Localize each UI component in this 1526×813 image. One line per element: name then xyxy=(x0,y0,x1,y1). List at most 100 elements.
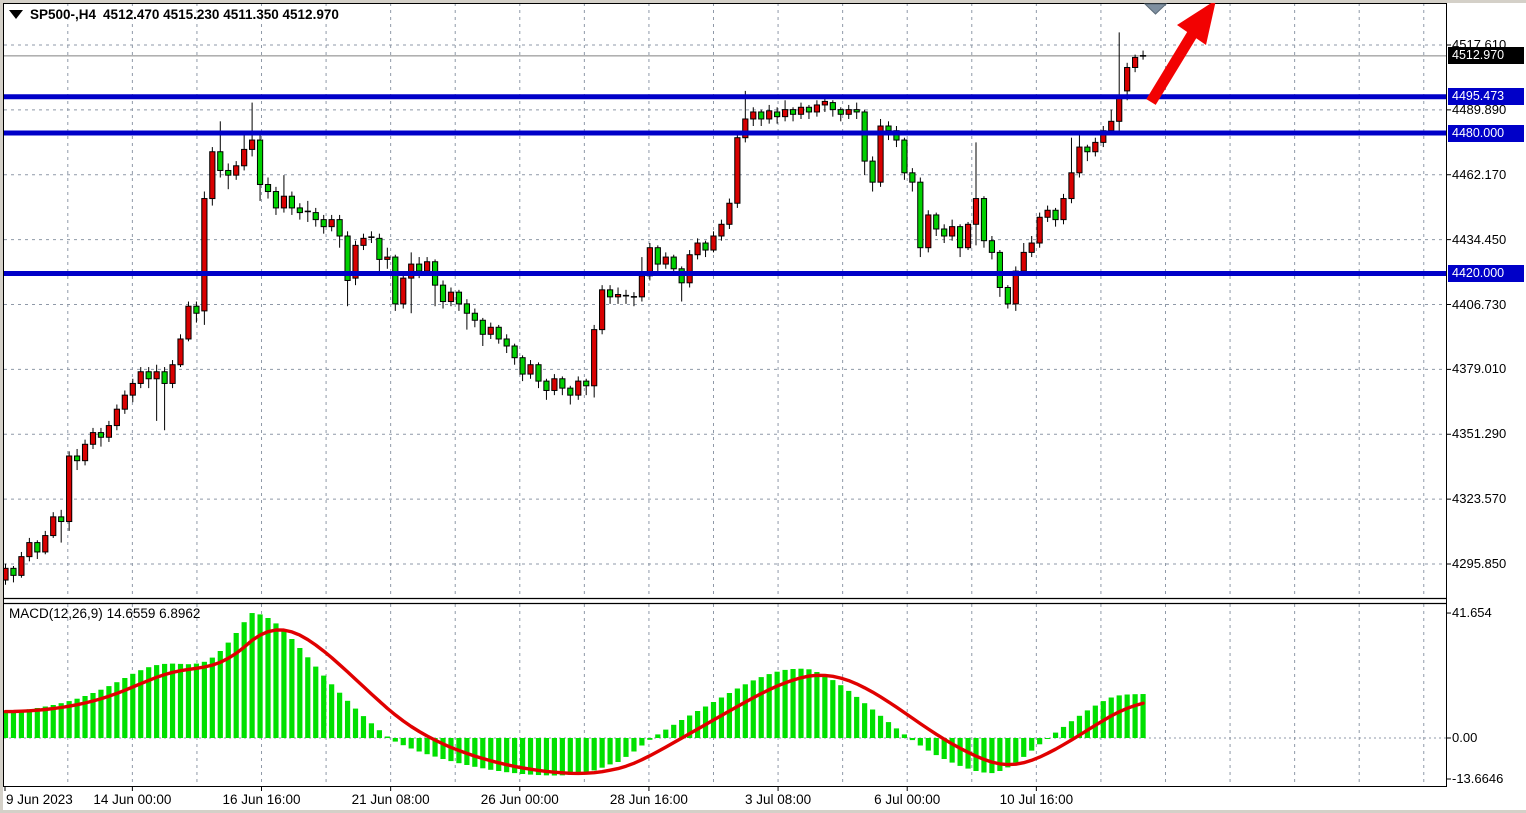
macd-bar xyxy=(877,715,884,738)
price-tick-label: 4406.730 xyxy=(1452,296,1507,312)
candle-bear xyxy=(296,207,303,214)
candle-bull xyxy=(137,371,144,384)
close-value: 4512.970 xyxy=(282,7,339,22)
candle-bear xyxy=(58,516,65,523)
candle-bull xyxy=(551,378,558,391)
macd-bar xyxy=(854,696,860,738)
candle-bear xyxy=(503,338,510,347)
candle-bear xyxy=(1004,286,1011,305)
macd-bar xyxy=(201,661,207,738)
candle-bear xyxy=(34,542,41,553)
candle-bear xyxy=(1052,209,1059,221)
macd-bar xyxy=(583,738,589,773)
macd-bar xyxy=(551,738,557,776)
bid-price-badge: 4512.970 xyxy=(1448,47,1524,65)
macd-bar xyxy=(233,633,239,738)
candle-bear xyxy=(583,380,590,387)
macd-bar xyxy=(1045,738,1051,739)
macd-bar xyxy=(591,738,597,771)
macd-bar xyxy=(798,668,804,738)
macd-bar xyxy=(774,671,780,738)
candle-bull xyxy=(42,535,49,553)
macd-bar xyxy=(416,738,422,752)
trend-arrow-head[interactable] xyxy=(1177,0,1216,45)
macd-bar xyxy=(694,711,701,738)
macd-bar xyxy=(177,663,184,738)
macd-bar xyxy=(997,738,1003,771)
candle-bull xyxy=(1060,198,1067,221)
candle-bull xyxy=(1028,242,1035,253)
macd-bar xyxy=(376,730,382,738)
macd-bar xyxy=(862,703,868,738)
macd-bar xyxy=(615,738,621,762)
candle-bear xyxy=(336,219,343,237)
macd-bar xyxy=(1029,738,1035,751)
macd-bar xyxy=(1076,715,1083,738)
trend-arrow-shaft[interactable] xyxy=(1146,30,1198,105)
macd-bar xyxy=(893,728,900,738)
high-value: 4515.230 xyxy=(163,7,220,22)
macd-bar xyxy=(321,675,327,738)
candle-bull xyxy=(1036,216,1043,244)
macd-bar xyxy=(138,670,144,738)
candle-bear xyxy=(479,319,486,335)
macd-bar xyxy=(957,738,963,766)
macd-bar xyxy=(1084,710,1090,738)
macd-bar xyxy=(392,738,398,742)
macd-bar xyxy=(82,696,88,738)
macd-bar xyxy=(543,738,550,776)
candle-bull xyxy=(1092,141,1099,153)
macd-bar xyxy=(432,738,438,757)
macd-bar xyxy=(360,716,367,738)
candle-bull xyxy=(201,198,208,312)
time-tick-label: 10 Jul 16:00 xyxy=(999,792,1074,807)
macd-bar xyxy=(758,677,764,738)
candle-bear xyxy=(774,111,781,118)
macd-bar xyxy=(631,738,637,752)
candle-bull xyxy=(1124,66,1131,92)
macd-bar xyxy=(424,738,430,755)
macd-bar xyxy=(130,673,136,738)
candle-bull xyxy=(169,364,176,384)
macd-bar xyxy=(289,639,295,738)
candle-bull xyxy=(781,109,789,118)
macd-bar xyxy=(814,672,820,738)
candle-bear xyxy=(829,102,836,111)
low-value: 4511.350 xyxy=(223,7,279,22)
macd-bar xyxy=(702,706,709,738)
macd-bar xyxy=(74,698,80,738)
candle-bear xyxy=(10,567,17,576)
macd-bar xyxy=(742,684,748,738)
macd-bar xyxy=(607,738,613,765)
candle-bull xyxy=(233,165,240,176)
candle-bear xyxy=(869,160,876,183)
macd-bar xyxy=(273,623,279,738)
macd-bar xyxy=(1060,726,1067,738)
trend-arrow[interactable] xyxy=(1146,0,1216,105)
macd-bar xyxy=(368,723,375,738)
candle-bear xyxy=(439,284,447,303)
macd-indicator-label: MACD(12,26,9) 14.6559 6.8962 xyxy=(9,606,200,621)
macd-bar xyxy=(1013,738,1019,763)
macd-signal-line xyxy=(3,628,1145,776)
macd-tick-label: 0.00 xyxy=(1452,730,1478,745)
macd-bar xyxy=(527,738,534,775)
candle-bear xyxy=(463,303,470,314)
macd-bar xyxy=(162,663,168,738)
macd-bar xyxy=(1140,694,1146,738)
macd-bar xyxy=(1132,694,1138,738)
macd-bar xyxy=(26,709,32,738)
candle-bull xyxy=(599,289,606,331)
candle-bull xyxy=(26,542,33,558)
chart-shift-marker-icon[interactable] xyxy=(1143,3,1168,15)
candle-bull xyxy=(1020,251,1027,272)
macd-bar xyxy=(941,738,947,759)
macd-bar xyxy=(1092,705,1098,738)
macd-bar xyxy=(98,689,104,738)
candle-bear xyxy=(853,109,860,113)
macd-bar xyxy=(925,738,931,751)
candle-bull xyxy=(527,364,534,375)
macd-bar xyxy=(18,710,25,738)
